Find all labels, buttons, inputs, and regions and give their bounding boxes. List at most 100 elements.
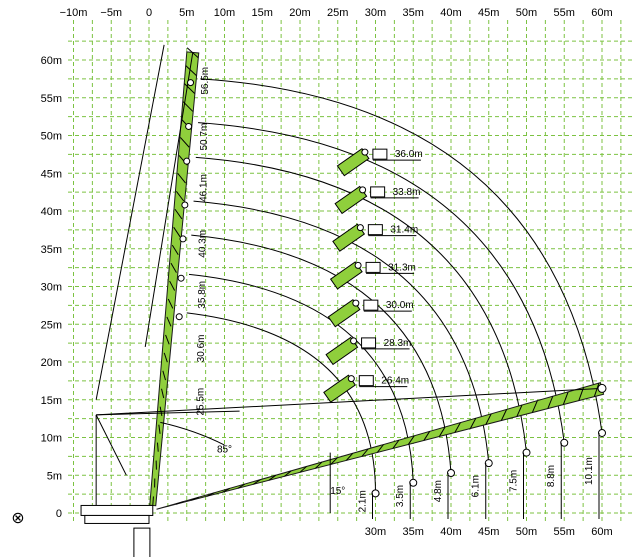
carbody	[80, 504, 154, 516]
clearance-label: 10.1m	[584, 457, 595, 485]
x-tick-top: 40m	[440, 7, 461, 19]
main-boom-angle-arc	[160, 421, 225, 446]
x-tick-bottom: 35m	[403, 526, 424, 538]
y-tick: 5m	[47, 470, 62, 482]
jib-lacing	[516, 404, 523, 417]
jib-lacing	[361, 448, 369, 457]
y-tick: 0	[56, 508, 62, 520]
jib-head-sheave	[361, 148, 369, 156]
jib-lacing	[206, 492, 215, 497]
jib-lacing	[423, 431, 431, 441]
y-tick: 10m	[41, 433, 62, 445]
clearance-label: 8.8m	[546, 465, 557, 487]
clearance-label: 2.1m	[358, 490, 369, 512]
jib-length-label: 28.3m	[384, 338, 412, 349]
jib-lacing	[547, 396, 554, 409]
crane-base	[80, 414, 154, 557]
radius-arc	[186, 312, 376, 494]
main-boom-length-label: 30.6m	[196, 335, 207, 363]
jib-lacing	[392, 439, 400, 449]
load-box-icon	[370, 186, 386, 198]
y-tick: 20m	[41, 357, 62, 369]
x-tick-top: 5m	[179, 7, 194, 19]
boom-head	[181, 201, 189, 209]
x-tick-top: 15m	[252, 7, 273, 19]
x-tick-bottom: 30m	[365, 526, 386, 538]
axis-ticks: −10m −5m 0 5m 10m 15m 20m 25m 30m 35m 40m 45m 50m 55m…	[11, 7, 612, 538]
hook	[484, 459, 493, 468]
labels: 25.5m 26.4m 2.1m 30.6m 28.3m 3.5m 35.8m 30.0m 4.…	[160, 67, 600, 519]
main-boom-length-label: 56.5m	[200, 67, 211, 95]
jib-head-sheave	[356, 224, 364, 232]
boom-lacing	[185, 65, 197, 76]
x-tick-top: 10m	[214, 7, 235, 19]
boom-lacing	[175, 191, 185, 202]
jib-lacing	[531, 400, 538, 413]
boom-lacing	[165, 334, 170, 345]
boom-lacing	[184, 83, 195, 94]
radius-arc	[200, 78, 603, 434]
hook	[371, 489, 380, 498]
boom-lacing	[173, 226, 181, 238]
boom-head	[185, 122, 193, 130]
boom-lacing	[171, 244, 179, 255]
jib-lacing	[562, 391, 569, 405]
x-tick-top: 30m	[365, 7, 386, 19]
jib-length-label: 36.0m	[395, 149, 423, 160]
jib-lacing	[469, 417, 477, 429]
boom-lacing	[177, 173, 186, 184]
hook	[409, 478, 418, 487]
x-tick-top: 60m	[591, 7, 612, 19]
jib-head-sheave	[354, 261, 362, 269]
boom-head	[187, 79, 195, 87]
boom-head	[183, 157, 191, 165]
crawler	[84, 514, 150, 524]
x-tick-bottom: 45m	[478, 526, 499, 538]
jib-lacing	[175, 501, 184, 505]
clearance-label: 4.8m	[433, 480, 444, 502]
boom-pendant	[144, 52, 194, 347]
x-tick-bottom: 50m	[516, 526, 537, 538]
load-box-icon	[358, 375, 374, 387]
jib-lacing	[284, 470, 292, 477]
boom-lacing	[166, 316, 172, 327]
boom-lacing	[169, 280, 176, 291]
main-boom-angle-label: 85°	[217, 445, 232, 456]
jib-lacing	[407, 435, 415, 445]
working-radius-arcs	[186, 78, 603, 494]
jib-mast	[96, 410, 240, 416]
x-tick-top: 55m	[554, 7, 575, 19]
y-tick: 60m	[41, 55, 62, 67]
y-tick: 30m	[41, 282, 62, 294]
clearance-label: 7.5m	[509, 470, 520, 492]
y-tick: 45m	[41, 168, 62, 180]
x-tick-top: −5m	[100, 7, 122, 19]
jib-length-label: 31.4m	[390, 225, 418, 236]
jib-length-label: 26.4m	[381, 376, 409, 387]
boom-head	[175, 313, 183, 321]
load-box-icon	[365, 261, 381, 273]
load-box-icon	[367, 224, 383, 236]
jib-lacing	[438, 426, 446, 437]
jib-lacing	[346, 452, 354, 461]
luffing-jib	[96, 382, 607, 510]
jib-lacing	[376, 444, 384, 453]
jib-lacing	[330, 457, 338, 465]
boom-lacing	[156, 442, 159, 452]
jib-angle-label: 15°	[330, 486, 345, 497]
main-boom-length-label: 40.3m	[198, 230, 209, 258]
boom-lacing	[162, 370, 166, 381]
y-tick: 55m	[41, 93, 62, 105]
boom-head	[177, 274, 185, 282]
jib-lacing	[299, 466, 307, 473]
main-boom-length-label: 46.1m	[198, 174, 209, 202]
jib-lacing	[500, 409, 508, 421]
clearance-label: 6.1m	[471, 475, 482, 497]
load-box-icon	[361, 337, 377, 349]
radius-arc	[198, 122, 565, 443]
hook	[522, 448, 531, 457]
clearance-label: 3.5m	[395, 485, 406, 507]
load-box-icon	[363, 299, 379, 311]
slewing-column	[133, 527, 151, 557]
jib-lacing	[253, 479, 261, 485]
